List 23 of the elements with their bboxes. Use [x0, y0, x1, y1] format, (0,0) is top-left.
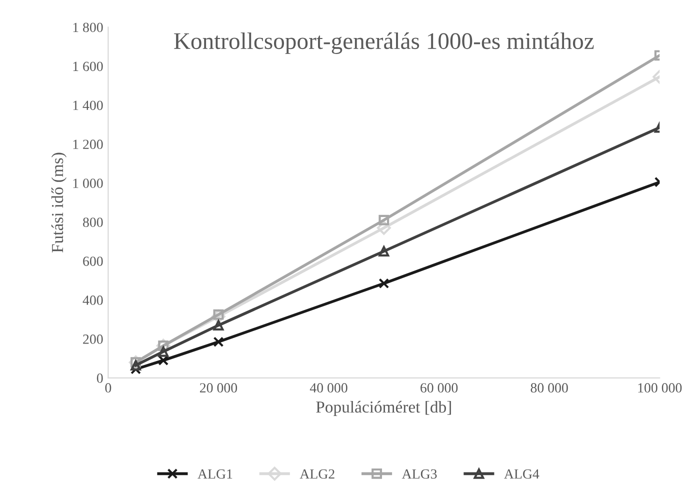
- legend-label: ALG3: [402, 469, 437, 479]
- x-tick-label: 100 000: [638, 383, 682, 393]
- chart-title: Kontrollcsoport-generálás 1000-es mintához: [174, 32, 594, 54]
- y-tick-label: 600: [83, 256, 103, 266]
- y-tick-label: 800: [83, 218, 103, 227]
- y-tick-label: 1 200: [73, 140, 103, 150]
- y-axis-title: Futási idő (ms): [51, 152, 67, 253]
- x-axis-title: Populációméret [db]: [316, 400, 451, 416]
- legend-label: ALG4: [504, 469, 540, 479]
- y-tick-label: 1 800: [73, 22, 103, 32]
- legend-label: ALG1: [198, 469, 232, 479]
- legend-label: ALG2: [300, 469, 334, 479]
- y-tick-label: 1 600: [73, 62, 103, 72]
- x-tick-label: 20 000: [200, 383, 238, 393]
- y-tick-label: 1 400: [73, 100, 103, 110]
- y-tick-label: 200: [83, 334, 103, 344]
- y-tick-label: 1 000: [73, 178, 103, 188]
- y-tick-label: 0: [96, 373, 103, 383]
- x-tick-label: 0: [105, 383, 112, 393]
- y-tick-label: 400: [82, 296, 103, 305]
- x-tick-label: 60 000: [420, 383, 458, 393]
- x-tick-label: 40 000: [310, 383, 348, 393]
- x-tick-label: 80 000: [530, 383, 568, 393]
